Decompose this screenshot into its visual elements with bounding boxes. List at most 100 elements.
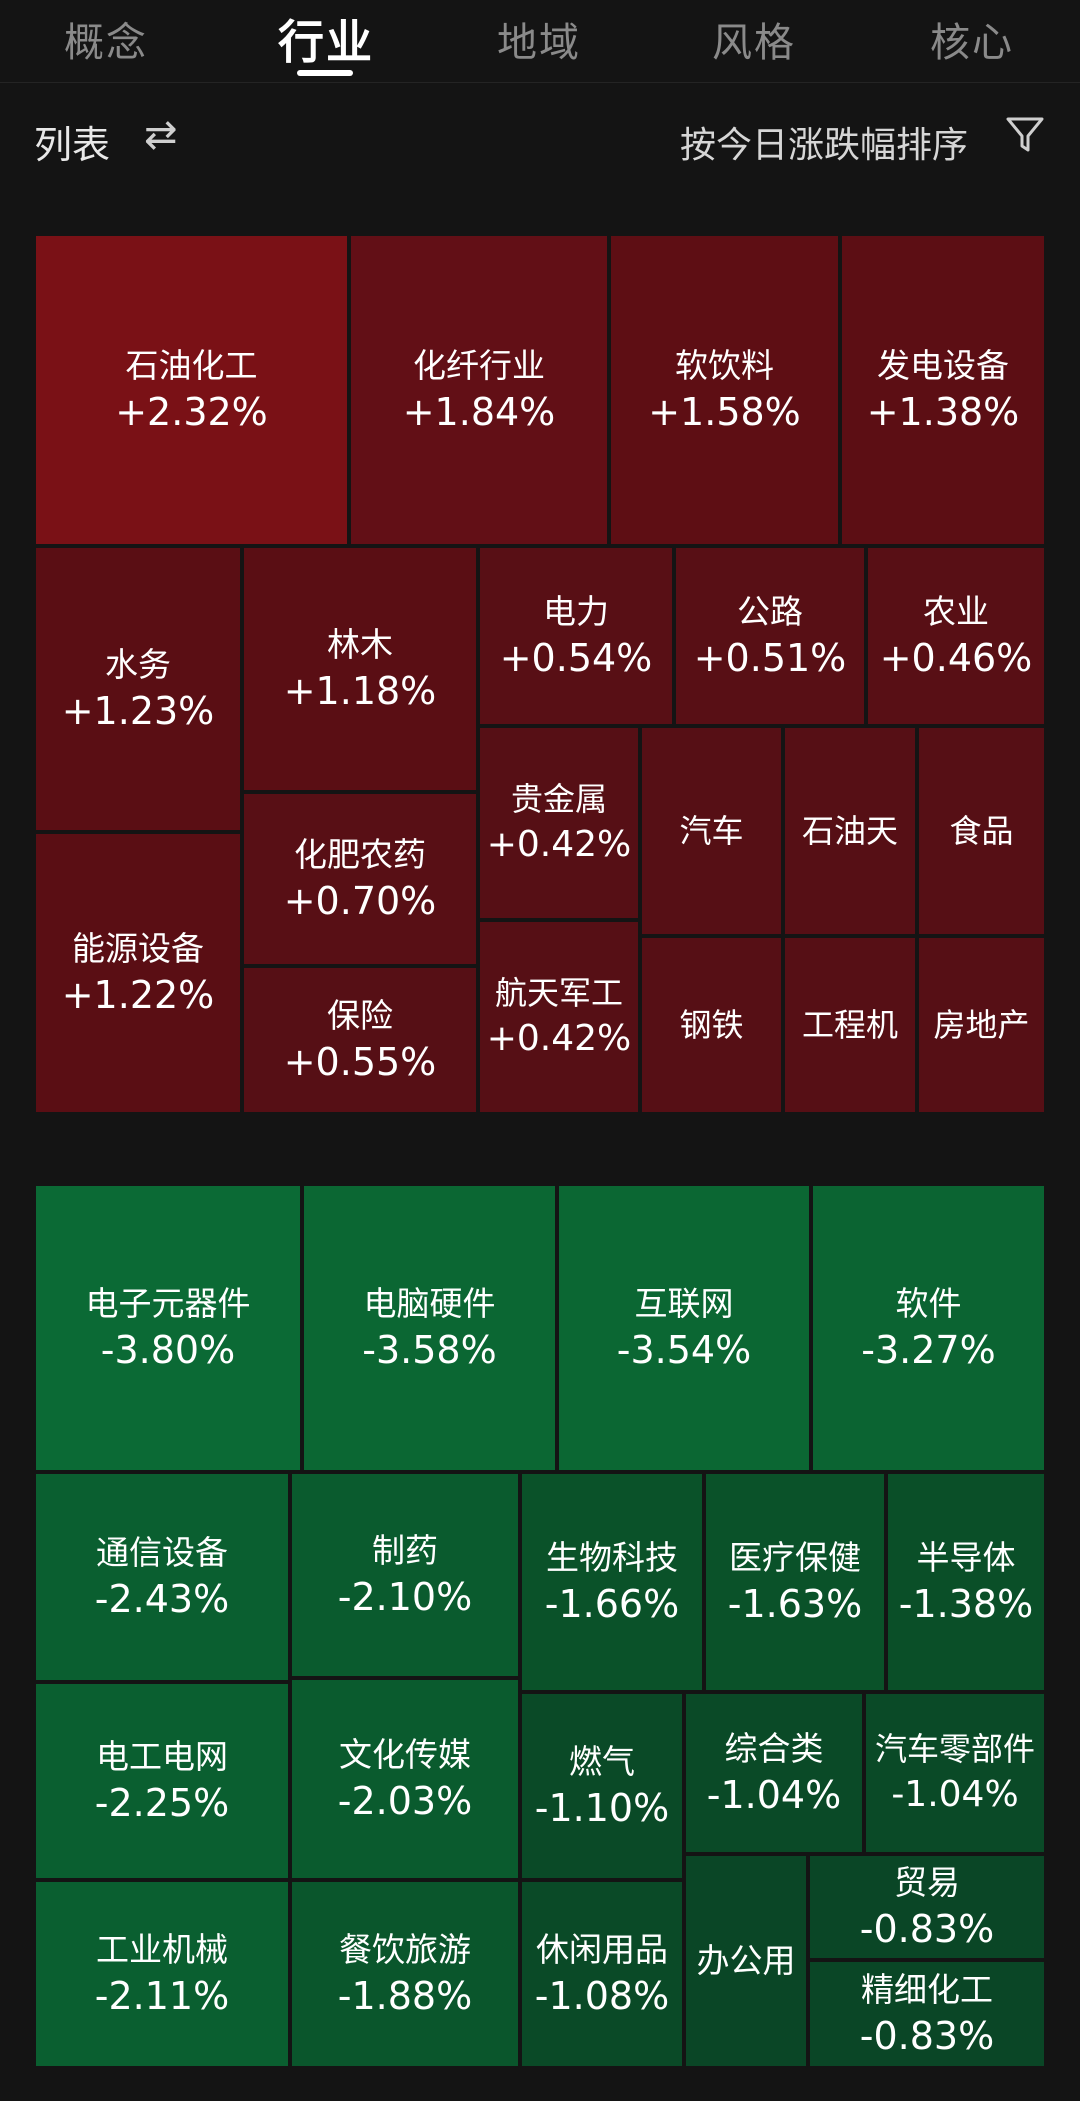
heatmap-cell-gain[interactable]: 房地产 — [917, 936, 1046, 1114]
heatmap-cell-gain[interactable]: 化纤行业 +1.84% — [349, 234, 609, 546]
heatmap-cell-gain[interactable]: 电力 +0.54% — [478, 546, 674, 726]
change-percent: -2.43% — [94, 1577, 230, 1621]
heatmap-cell-gain[interactable]: 能源设备 +1.22% — [34, 832, 242, 1114]
heatmap-cell-loss[interactable]: 互联网 -3.54% — [557, 1184, 811, 1472]
heatmap-cell-loss[interactable]: 工业机械 -2.11% — [34, 1880, 290, 2068]
heatmap-cell-gain[interactable]: 石油化工 +2.32% — [34, 234, 349, 546]
heatmap-cell-gain[interactable]: 保险 +0.55% — [242, 966, 478, 1114]
industry-name: 能源设备 — [72, 929, 204, 968]
heatmap-cell-gain[interactable]: 化肥农药 +0.70% — [242, 792, 478, 966]
heatmap-cell-loss[interactable]: 医疗保健 -1.63% — [704, 1472, 886, 1692]
industry-name: 农业 — [923, 592, 989, 631]
heatmap-cell-gain[interactable]: 发电设备 +1.38% — [840, 234, 1046, 546]
industry-name: 贵金属 — [510, 780, 607, 818]
industry-name: 互联网 — [634, 1284, 734, 1323]
change-percent: -1.38% — [898, 1582, 1034, 1626]
heatmap-cell-loss[interactable]: 文化传媒 -2.03% — [290, 1678, 520, 1880]
change-percent: +0.54% — [499, 636, 653, 680]
heatmap-cell-gain[interactable]: 林木 +1.18% — [242, 546, 478, 792]
change-percent: -3.54% — [616, 1328, 752, 1372]
change-percent: -0.83% — [859, 2014, 995, 2058]
change-percent: +0.55% — [283, 1040, 437, 1084]
heatmap-cell-gain[interactable]: 石油天 — [783, 726, 917, 936]
change-percent: -0.83% — [859, 1907, 995, 1951]
heatmap-cell-gain[interactable]: 公路 +0.51% — [674, 546, 866, 726]
industry-name: 食品 — [949, 812, 1014, 850]
change-percent: +1.18% — [283, 669, 437, 713]
heatmap-cell-loss[interactable]: 电工电网 -2.25% — [34, 1682, 290, 1880]
industry-name: 通信设备 — [96, 1533, 228, 1572]
heatmap-cell-loss[interactable]: 贸易 -0.83% — [808, 1854, 1046, 1960]
industry-name: 精细化工 — [861, 1970, 993, 2009]
industry-name: 医疗保健 — [729, 1538, 861, 1577]
change-percent: +1.23% — [61, 689, 215, 733]
heatmap-cell-gain[interactable]: 软饮料 +1.58% — [609, 234, 840, 546]
heatmap-cell-gain[interactable]: 贵金属 +0.42% — [478, 726, 640, 920]
change-percent: -2.10% — [337, 1575, 473, 1619]
industry-name: 电工电网 — [96, 1737, 228, 1776]
tab-core[interactable]: 核心 — [930, 20, 1014, 66]
change-percent: -2.11% — [94, 1974, 230, 2018]
change-percent: +0.70% — [283, 879, 437, 923]
industry-name: 汽车 — [679, 812, 744, 850]
heatmap-cell-loss[interactable]: 综合类 -1.04% — [684, 1692, 864, 1854]
heatmap-cell-gain[interactable]: 钢铁 — [640, 936, 783, 1114]
heatmap-cell-gain[interactable]: 水务 +1.23% — [34, 546, 242, 832]
change-percent: +1.38% — [866, 390, 1020, 434]
heatmap-cell-loss[interactable]: 燃气 -1.10% — [520, 1692, 684, 1880]
heatmap-cell-loss[interactable]: 办公用 — [684, 1854, 808, 2068]
heatmap-cell-gain[interactable]: 农业 +0.46% — [866, 546, 1046, 726]
industry-name: 工业机械 — [96, 1930, 228, 1969]
tab-region[interactable]: 地域 — [497, 20, 581, 66]
change-percent: -1.04% — [706, 1773, 842, 1817]
heatmap-cell-gain[interactable]: 工程机 — [783, 936, 917, 1114]
change-percent: -1.66% — [544, 1582, 680, 1626]
industry-name: 生物科技 — [546, 1538, 678, 1577]
tab-concept[interactable]: 概念 — [64, 20, 148, 66]
tab-style[interactable]: 风格 — [712, 20, 796, 66]
change-percent: +0.42% — [486, 824, 632, 865]
change-percent: -2.25% — [94, 1781, 230, 1825]
industry-name: 综合类 — [724, 1729, 824, 1768]
swap-arrows-icon[interactable]: ⇄ — [144, 112, 178, 158]
sort-toolbar: 列表 ⇄ 按今日涨跌幅排序 — [0, 82, 1080, 202]
industry-name: 文化传媒 — [339, 1735, 471, 1774]
heatmap-cell-loss[interactable]: 餐饮旅游 -1.88% — [290, 1880, 520, 2068]
change-percent: -1.10% — [534, 1786, 670, 1830]
industry-name: 工程机 — [801, 1006, 898, 1044]
industry-name: 软件 — [895, 1284, 962, 1323]
heatmap-cell-gain[interactable]: 航天军工 +0.42% — [478, 920, 640, 1114]
heatmap-cell-loss[interactable]: 半导体 -1.38% — [886, 1472, 1046, 1692]
heatmap-cell-gain[interactable]: 汽车 — [640, 726, 783, 936]
change-percent: +1.84% — [402, 390, 556, 434]
sort-option[interactable]: 按今日涨跌幅排序 — [679, 125, 968, 166]
heatmap-cell-loss[interactable]: 生物科技 -1.66% — [520, 1472, 704, 1692]
industry-name: 房地产 — [933, 1006, 1030, 1044]
change-percent: +0.42% — [486, 1018, 632, 1059]
heatmap-cell-loss[interactable]: 汽车零部件 -1.04% — [864, 1692, 1046, 1854]
industry-name: 化纤行业 — [413, 346, 545, 385]
heatmap-cell-loss[interactable]: 休闲用品 -1.08% — [520, 1880, 684, 2068]
list-view-toggle[interactable]: 列表 — [34, 123, 111, 167]
heatmap-cell-loss[interactable]: 软件 -3.27% — [811, 1184, 1046, 1472]
industry-name: 公路 — [737, 592, 803, 631]
industry-name: 电脑硬件 — [363, 1284, 496, 1323]
heatmap-cell-loss[interactable]: 通信设备 -2.43% — [34, 1472, 290, 1682]
heatmap-cell-gain[interactable]: 食品 — [917, 726, 1046, 936]
active-tab-indicator — [297, 70, 353, 76]
heatmap-cell-loss[interactable]: 制药 -2.10% — [290, 1472, 520, 1678]
tab-industry[interactable]: 行业 — [278, 15, 374, 69]
heatmap-cell-loss[interactable]: 电脑硬件 -3.58% — [302, 1184, 557, 1472]
filter-funnel-icon[interactable] — [1004, 114, 1046, 156]
heatmap-cell-loss[interactable]: 电子元器件 -3.80% — [34, 1184, 302, 1472]
category-tabs: 概念 行业 地域 风格 核心 — [0, 0, 1080, 83]
industry-name: 发电设备 — [877, 346, 1009, 385]
industry-name: 航天军工 — [494, 974, 623, 1012]
change-percent: +0.46% — [879, 636, 1033, 680]
industry-name: 石油化工 — [125, 346, 258, 385]
industry-name: 汽车零部件 — [874, 1730, 1035, 1768]
change-percent: +0.51% — [693, 636, 847, 680]
industry-name: 化肥农药 — [294, 835, 426, 874]
heatmap-cell-loss[interactable]: 精细化工 -0.83% — [808, 1960, 1046, 2068]
